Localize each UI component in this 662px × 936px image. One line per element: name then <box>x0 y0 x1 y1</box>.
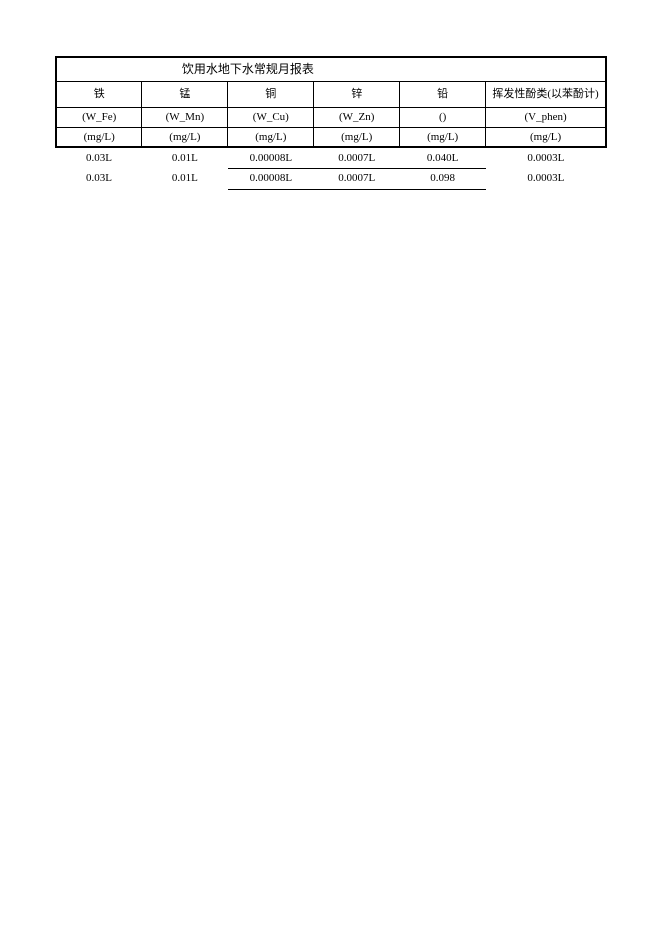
col-header: 铜 <box>228 81 314 107</box>
header-row: 铁 锰 铜 锌 铅 挥发性酚类(以苯酚计) <box>56 81 606 107</box>
cell: 0.0003L <box>486 168 606 189</box>
col-header: 铅 <box>400 81 486 107</box>
title-row: 饮用水地下水常规月报表 <box>56 57 606 81</box>
col-unit: (mg/L) <box>228 127 314 147</box>
cell: 0.0007L <box>314 147 400 168</box>
cell: 0.00008L <box>228 147 314 168</box>
table-row: 0.03L 0.01L 0.00008L 0.0007L 0.098 0.000… <box>56 168 606 189</box>
col-unit: (mg/L) <box>314 127 400 147</box>
col-code: (W_Mn) <box>142 107 228 127</box>
page: 饮用水地下水常规月报表 铁 锰 铜 锌 铅 挥发性酚类(以苯酚计) (W_Fe)… <box>0 0 662 190</box>
report-table: 饮用水地下水常规月报表 铁 锰 铜 锌 铅 挥发性酚类(以苯酚计) (W_Fe)… <box>55 56 607 190</box>
cell: 0.098 <box>400 168 486 189</box>
col-header: 挥发性酚类(以苯酚计) <box>486 81 606 107</box>
col-code: () <box>400 107 486 127</box>
col-header: 锰 <box>142 81 228 107</box>
table-row: 0.03L 0.01L 0.00008L 0.0007L 0.040L 0.00… <box>56 147 606 168</box>
cell: 0.01L <box>142 147 228 168</box>
col-unit: (mg/L) <box>486 127 606 147</box>
cell: 0.03L <box>56 168 142 189</box>
cell: 0.03L <box>56 147 142 168</box>
cell: 0.01L <box>142 168 228 189</box>
cell: 0.0003L <box>486 147 606 168</box>
col-unit: (mg/L) <box>142 127 228 147</box>
col-code: (W_Fe) <box>56 107 142 127</box>
cell: 0.00008L <box>228 168 314 189</box>
col-unit: (mg/L) <box>56 127 142 147</box>
title-blank-right <box>486 57 606 81</box>
col-code: (W_Zn) <box>314 107 400 127</box>
code-row: (W_Fe) (W_Mn) (W_Cu) (W_Zn) () (V_phen) <box>56 107 606 127</box>
col-code: (W_Cu) <box>228 107 314 127</box>
col-header: 铁 <box>56 81 142 107</box>
col-code: (V_phen) <box>486 107 606 127</box>
col-header: 锌 <box>314 81 400 107</box>
title-blank <box>56 57 142 81</box>
unit-row: (mg/L) (mg/L) (mg/L) (mg/L) (mg/L) (mg/L… <box>56 127 606 147</box>
cell: 0.0007L <box>314 168 400 189</box>
col-unit: (mg/L) <box>400 127 486 147</box>
table-title: 饮用水地下水常规月报表 <box>142 57 486 81</box>
cell: 0.040L <box>400 147 486 168</box>
